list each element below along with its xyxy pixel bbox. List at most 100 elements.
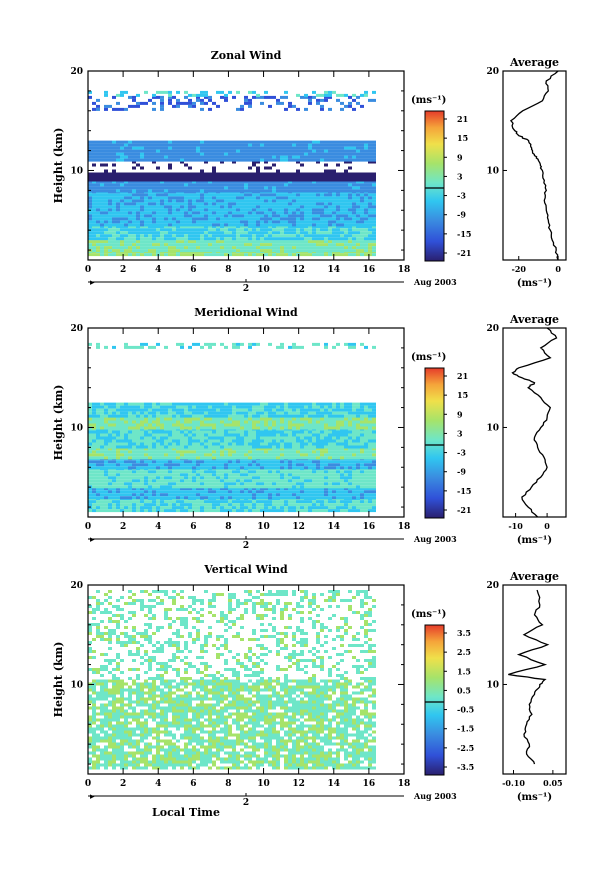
heatmap-cell [120, 175, 124, 179]
heatmap-cell [252, 433, 256, 437]
heatmap-cell [244, 211, 248, 215]
heatmap-cell [100, 149, 104, 153]
heatmap-cell [132, 220, 136, 224]
heatmap-cell [148, 493, 152, 497]
heatmap-cell [212, 433, 216, 437]
heatmap-cell [168, 225, 172, 229]
heatmap-cell [156, 500, 160, 504]
heatmap-cell [308, 225, 312, 229]
heatmap-cell [168, 430, 172, 434]
heatmap-cell [120, 433, 124, 437]
heatmap-cell [288, 234, 292, 238]
heatmap-cell [124, 482, 128, 486]
heatmap-cell [288, 433, 292, 437]
heatmap-cell [264, 485, 268, 489]
heatmap-cell [276, 246, 280, 250]
heatmap-cell [100, 225, 104, 229]
heatmap-cell [88, 225, 92, 229]
heatmap-cell [296, 466, 300, 470]
heatmap-cell [360, 240, 364, 244]
heatmap-cell [360, 436, 364, 440]
heatmap-cell [116, 482, 120, 486]
heatmap-cell [172, 143, 176, 147]
heatmap-cell [120, 249, 124, 253]
heatmap-cell [92, 493, 96, 497]
heatmap-cell [108, 240, 112, 244]
heatmap-cell [124, 249, 128, 253]
heatmap-cell [88, 217, 92, 221]
heatmap-cell [144, 205, 148, 209]
heatmap-cell [304, 193, 308, 197]
heatmap-cell [180, 234, 184, 238]
heatmap-cell [216, 485, 220, 489]
heatmap-cell [184, 214, 188, 218]
heatmap-cell [144, 140, 148, 144]
heatmap-cell [340, 253, 344, 257]
heatmap-cell [328, 199, 332, 203]
heatmap-cell [208, 503, 212, 507]
heatmap-cell [232, 237, 236, 241]
heatmap-cell [108, 460, 112, 464]
heatmap-cell [156, 430, 160, 434]
heatmap-cell [288, 456, 292, 460]
heatmap-cell [260, 476, 264, 480]
heatmap-cell [232, 189, 236, 193]
heatmap-cell [348, 509, 352, 513]
heatmap-cell [340, 485, 344, 489]
heatmap-cell [124, 479, 128, 483]
heatmap-cell [272, 496, 276, 500]
heatmap-cell [372, 196, 376, 200]
heatmap-cell [164, 237, 168, 241]
heatmap-cell [264, 447, 268, 451]
heatmap-cell [184, 146, 188, 150]
heatmap-cell [256, 146, 260, 150]
heatmap-cell [364, 217, 368, 221]
heatmap-cell [132, 214, 136, 218]
heatmap-cell [208, 430, 212, 434]
heatmap-cell [180, 180, 184, 184]
heatmap-cell [148, 178, 152, 182]
heatmap-cell [268, 500, 272, 504]
heatmap-cell [328, 234, 332, 238]
heatmap-cell [296, 202, 300, 206]
heatmap-cell [348, 95, 352, 99]
heatmap-cell [256, 456, 260, 460]
heatmap-cell [196, 509, 200, 513]
heatmap-cell [372, 253, 376, 257]
heatmap-cell [168, 163, 172, 167]
heatmap-cell [100, 479, 104, 483]
heatmap-cell [260, 193, 264, 197]
heatmap-cell [236, 231, 240, 235]
heatmap-cell [260, 158, 264, 162]
heatmap-cell [148, 180, 152, 184]
heatmap-cell [364, 509, 368, 513]
heatmap-cell [320, 175, 324, 179]
heatmap-cell [364, 178, 368, 182]
heatmap-cell [180, 253, 184, 257]
heatmap-cell [244, 189, 248, 193]
heatmap-cell [356, 95, 360, 99]
heatmap-cell [140, 433, 144, 437]
heatmap-cell [356, 496, 360, 500]
heatmap-cell [220, 158, 224, 162]
heatmap-cell [188, 208, 192, 212]
heatmap-cell [96, 225, 100, 229]
heatmap-cell [232, 240, 236, 244]
heatmap-cell [136, 223, 140, 227]
heatmap-cell [268, 463, 272, 467]
heatmap-cell [124, 220, 128, 224]
heatmap-cell [232, 95, 236, 99]
heatmap-cell [192, 205, 196, 209]
heatmap-cell [184, 466, 188, 470]
colorbar-tick-label: -15 [457, 229, 471, 239]
heatmap-cell [268, 225, 272, 229]
heatmap-cell [168, 470, 172, 474]
heatmap-cell [144, 146, 148, 150]
heatmap-cell [332, 149, 336, 153]
heatmap-cell [116, 172, 120, 176]
heatmap-cell [276, 220, 280, 224]
heatmap-cell [320, 172, 324, 176]
heatmap-cell [320, 476, 324, 480]
heatmap-cell [288, 208, 292, 212]
heatmap-cell [284, 186, 288, 190]
